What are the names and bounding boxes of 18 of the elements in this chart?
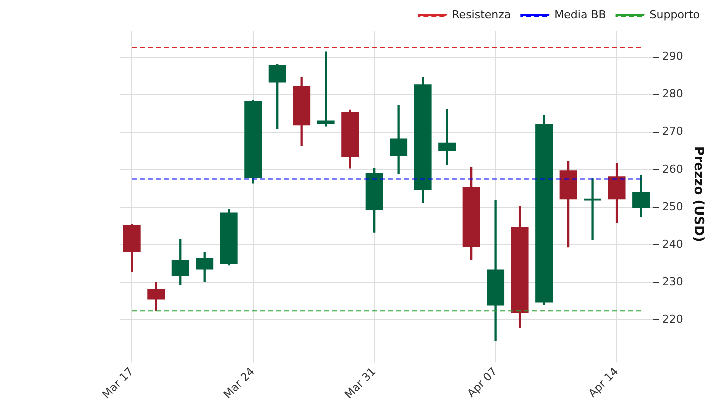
legend-label: Media BB	[554, 8, 606, 22]
x-tick-label: Apr 07	[464, 365, 500, 400]
legend-label: Supporto	[650, 8, 700, 22]
y-tick-label: 240	[662, 238, 684, 251]
y-axis-title: Prezzo (USD)	[690, 146, 706, 242]
legend-label: Resistenza	[452, 8, 512, 22]
x-tick-label: Mar 17	[100, 365, 136, 402]
candlestick	[438, 109, 456, 165]
y-tick-label: 280	[662, 88, 684, 101]
y-tick-label: 270	[662, 125, 684, 138]
y-tick-label: 220	[662, 312, 684, 326]
y-tick-label: 230	[662, 275, 684, 288]
y-tick-label: 290	[662, 50, 684, 64]
y-tick-label: 250	[662, 200, 684, 214]
x-tick-label: Mar 31	[342, 365, 379, 402]
y-tick-label: 260	[662, 162, 684, 176]
x-tick-label: Apr 14	[586, 365, 622, 400]
x-tick-label: Mar 24	[221, 365, 258, 402]
